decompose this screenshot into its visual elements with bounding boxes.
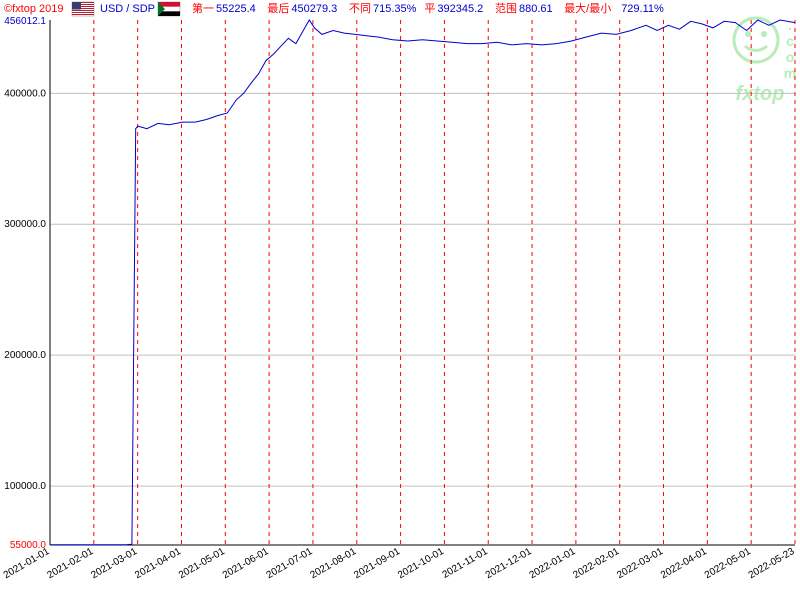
svg-text:880.61: 880.61 (519, 3, 553, 15)
svg-text:100000.0: 100000.0 (4, 481, 46, 492)
svg-text:USD / SDP: USD / SDP (100, 3, 155, 15)
svg-text:范围: 范围 (495, 1, 517, 15)
svg-text:.: . (788, 17, 792, 33)
svg-text:456012.1: 456012.1 (4, 16, 46, 27)
svg-text:不同: 不同 (349, 3, 371, 15)
svg-text:平: 平 (424, 3, 435, 15)
svg-text:c: c (786, 33, 794, 49)
svg-text:m: m (784, 65, 796, 81)
svg-text:55225.4: 55225.4 (216, 3, 256, 15)
chart-container: fxtop.com 100000.0 200000.0 300000.0 400000.… (0, 0, 800, 600)
svg-text:©fxtop 2019: ©fxtop 2019 (4, 3, 63, 15)
exchange-rate-chart: fxtop.com 100000.0 200000.0 300000.0 400000.… (0, 0, 800, 600)
svg-text:715.35%: 715.35% (373, 3, 417, 15)
svg-text:392345.2: 392345.2 (437, 3, 483, 15)
svg-text:450279.3: 450279.3 (291, 3, 337, 15)
svg-text:300000.0: 300000.0 (4, 219, 46, 230)
svg-text:fxtop: fxtop (736, 83, 785, 105)
svg-text:729.11%: 729.11% (621, 3, 664, 15)
svg-text:o: o (786, 49, 795, 65)
svg-text:最后: 最后 (267, 2, 289, 15)
svg-text:第一: 第一 (192, 1, 214, 15)
svg-text:400000.0: 400000.0 (4, 88, 46, 99)
svg-text:200000.0: 200000.0 (4, 350, 46, 361)
svg-text:最大/最小: 最大/最小 (564, 1, 611, 15)
